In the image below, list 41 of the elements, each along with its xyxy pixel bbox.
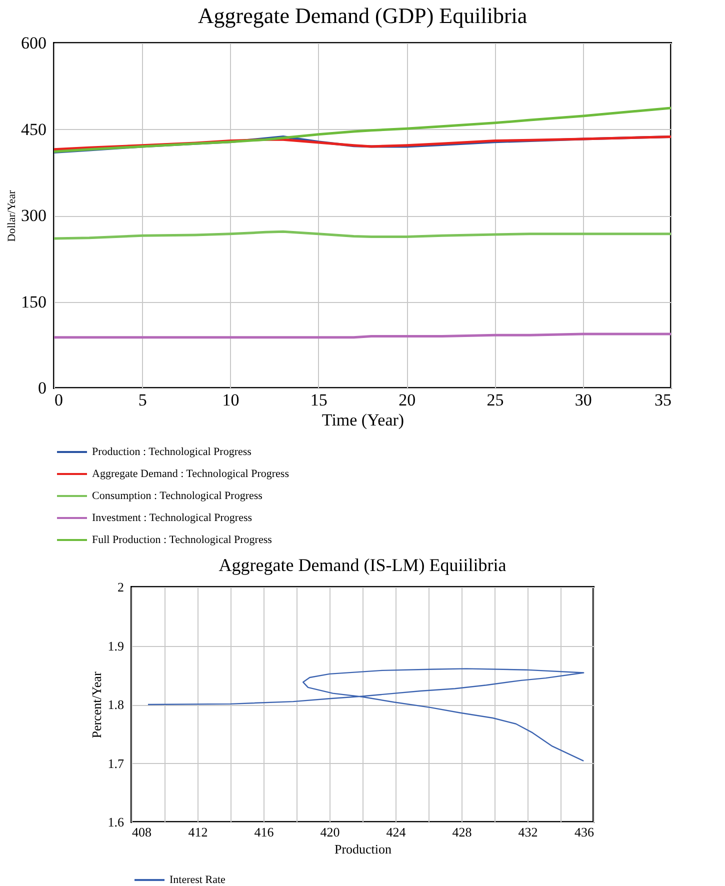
- x-tick-label: 432: [518, 824, 538, 840]
- x-tick-label: 15: [310, 390, 328, 410]
- line-series: [54, 106, 671, 153]
- x-tick-label: 35: [654, 390, 672, 410]
- y-tick-label: 150: [21, 292, 46, 312]
- x-tick-label: 5: [138, 390, 147, 410]
- y-tick-label: 300: [21, 206, 46, 225]
- y-tick-label: 2: [118, 580, 124, 594]
- x-tick-label: 428: [452, 824, 472, 840]
- x-axis-title: Time (Year): [322, 410, 404, 430]
- legend-label: Aggregate Demand : Technological Progress: [92, 468, 289, 480]
- x-tick-label: 20: [398, 390, 416, 410]
- x-tick-label: 0: [54, 390, 63, 410]
- x-tick-label: 408: [132, 824, 152, 840]
- legend-label: Full Production : Technological Progress: [92, 534, 272, 546]
- x-tick-label: 424: [386, 824, 406, 840]
- y-tick-label: 1.7: [108, 756, 124, 771]
- line-series: [54, 230, 671, 240]
- x-axis-title: Production: [334, 842, 392, 856]
- legend-label: Interest Rate: [170, 874, 226, 886]
- legend-label: Consumption : Technological Progress: [92, 490, 262, 502]
- x-tick-label: 30: [574, 390, 592, 410]
- line-series: [147, 668, 584, 762]
- y-tick-label: 1.8: [108, 697, 124, 712]
- x-tick-label: 10: [222, 390, 240, 410]
- x-tick-label: 436: [574, 824, 594, 840]
- y-tick-label: 1.6: [108, 814, 124, 830]
- x-tick-label: 412: [188, 824, 208, 840]
- y-axis-title: Percent/Year: [88, 671, 104, 738]
- x-tick-label: 416: [254, 824, 274, 840]
- y-tick-label: 0: [38, 378, 46, 398]
- y-axis-title: Dollar/Year: [6, 190, 18, 242]
- x-tick-label: 420: [320, 824, 340, 840]
- y-tick-label: 450: [21, 120, 46, 139]
- chart-title: Aggregate Demand (IS-LM) Equiilibria: [218, 555, 506, 575]
- chart-title: Aggregate Demand (GDP) Equilibria: [198, 3, 528, 28]
- y-tick-label: 600: [21, 34, 46, 52]
- x-tick-label: 25: [486, 390, 504, 410]
- legend-label: Production : Technological Progress: [92, 446, 252, 458]
- y-tick-label: 1.9: [108, 638, 124, 654]
- legend-label: Investment : Technological Progress: [92, 512, 252, 524]
